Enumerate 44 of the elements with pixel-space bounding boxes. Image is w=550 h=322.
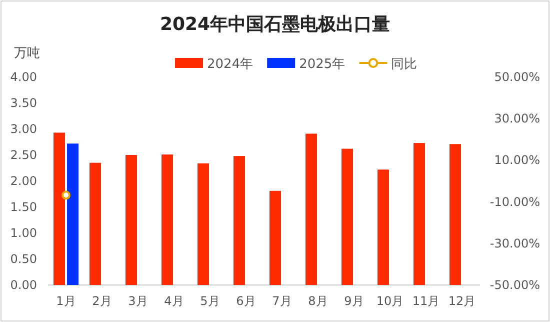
x-tick-label: 10月 <box>376 294 404 308</box>
x-tick-label: 2月 <box>92 294 112 308</box>
bar <box>270 190 281 285</box>
y-tick-label: 2.50 <box>10 148 37 162</box>
bar <box>414 143 425 285</box>
x-tick-label: 11月 <box>412 294 440 308</box>
legend-label: 同比 <box>391 57 418 72</box>
y-tick-label: 3.00 <box>10 122 37 136</box>
y-tick-label: 1.50 <box>10 200 37 214</box>
x-tick-label: 4月 <box>164 294 184 308</box>
chart-title: 2024年中国石墨电极出口量 <box>160 14 390 35</box>
legend-label: 2025年 <box>299 57 346 72</box>
bar <box>54 132 65 285</box>
y-axis-title: 万吨 <box>14 46 40 61</box>
y-tick-label: 0.50 <box>10 252 37 266</box>
bar <box>126 155 137 285</box>
y2-tick-label: -50.00% <box>490 278 540 292</box>
y-tick-label: 1.00 <box>10 226 37 240</box>
bar <box>234 156 245 285</box>
x-tick-label: 7月 <box>272 294 292 308</box>
y2-tick-label: -30.00% <box>490 236 540 250</box>
bar <box>342 148 353 285</box>
bar <box>378 170 389 285</box>
x-tick-label: 6月 <box>236 294 256 308</box>
legend-label: 2024年 <box>207 57 254 72</box>
y-tick-label: 0.00 <box>10 278 37 292</box>
x-tick-label: 8月 <box>308 294 328 308</box>
x-tick-label: 5月 <box>200 294 220 308</box>
bar <box>306 134 317 285</box>
y2-tick-label: -10.00% <box>490 194 540 209</box>
y2-tick-label: 50.00% <box>494 70 540 84</box>
x-tick-label: 1月 <box>56 294 76 308</box>
y-tick-label: 3.50 <box>10 96 37 110</box>
y2-tick-label: 10.00% <box>494 153 540 168</box>
y-tick-label: 2.00 <box>10 174 37 188</box>
bar <box>162 154 173 285</box>
x-tick-label: 3月 <box>128 294 148 308</box>
x-tick-label: 9月 <box>344 294 364 308</box>
x-tick-label: 12月 <box>448 294 476 308</box>
bar <box>198 163 209 285</box>
bar <box>90 162 101 285</box>
y-tick-label: 4.00 <box>10 70 37 84</box>
bar <box>450 144 461 285</box>
y2-tick-label: 30.00% <box>494 112 540 126</box>
